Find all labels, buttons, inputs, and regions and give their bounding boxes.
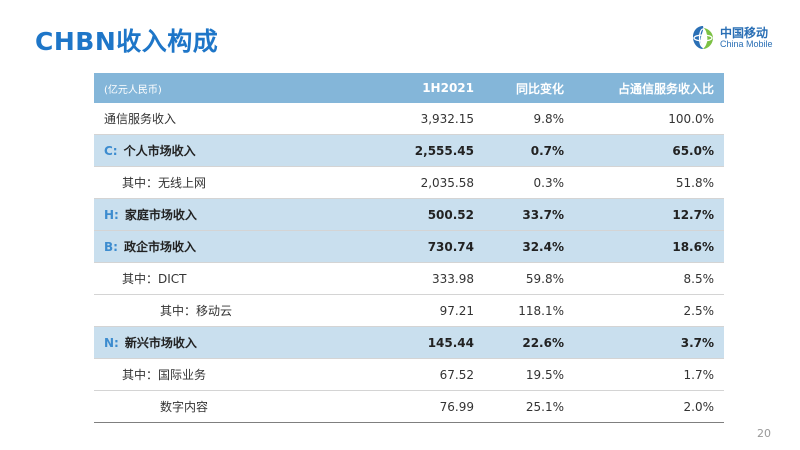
row-label: N: 新兴市场收入 (94, 326, 354, 359)
page-title: CHBN收入构成 (35, 27, 219, 56)
row-yoy: 19.5% (484, 358, 574, 391)
row-value: 97.21 (354, 294, 484, 327)
row-share: 65.0% (574, 134, 724, 167)
revenue-table: (亿元人民币) 1H2021 同比变化 占通信服务收入比 通信服务收入 3,93… (94, 73, 724, 423)
row-value: 2,555.45 (354, 134, 484, 167)
segment-prefix: N: (104, 336, 119, 350)
row-value: 500.52 (354, 198, 484, 231)
row-label: 其中：无线上网 (94, 166, 354, 199)
row-label: H: 家庭市场收入 (94, 198, 354, 231)
segment-prefix: C: (104, 144, 118, 158)
row-yoy: 0.7% (484, 134, 574, 167)
header-yoy: 同比变化 (484, 73, 574, 103)
row-share: 3.7% (574, 326, 724, 359)
page-number: 20 (757, 427, 771, 440)
row-share: 18.6% (574, 230, 724, 263)
china-mobile-logo-icon (693, 26, 713, 49)
header-unit: (亿元人民币) (94, 73, 354, 103)
row-share: 2.0% (574, 390, 724, 423)
row-share: 51.8% (574, 166, 724, 199)
header-share: 占通信服务收入比 (574, 73, 724, 103)
logo-name-zh: 中国移动 (720, 26, 769, 40)
table-header-row: (亿元人民币) 1H2021 同比变化 占通信服务收入比 (94, 73, 724, 103)
row-label: B: 政企市场收入 (94, 230, 354, 263)
table-row: B: 政企市场收入 730.74 32.4% 18.6% (94, 230, 724, 263)
row-value: 730.74 (354, 230, 484, 263)
table-row: 数字内容 76.99 25.1% 2.0% (94, 390, 724, 423)
table-row: 其中：国际业务 67.52 19.5% 1.7% (94, 358, 724, 391)
header-period: 1H2021 (354, 73, 484, 103)
row-yoy: 9.8% (484, 103, 574, 135)
table-row: 其中：DICT 333.98 59.8% 8.5% (94, 262, 724, 295)
row-share: 1.7% (574, 358, 724, 391)
row-value: 3,932.15 (354, 103, 484, 135)
table-row: 其中：无线上网 2,035.58 0.3% 51.8% (94, 166, 724, 199)
row-yoy: 33.7% (484, 198, 574, 231)
row-share: 2.5% (574, 294, 724, 327)
table-row: 其中：移动云 97.21 118.1% 2.5% (94, 294, 724, 327)
row-label: 通信服务收入 (94, 103, 354, 135)
segment-prefix: H: (104, 208, 119, 222)
row-label: 其中：DICT (94, 262, 354, 295)
row-yoy: 25.1% (484, 390, 574, 423)
row-value: 145.44 (354, 326, 484, 359)
row-label: 其中：国际业务 (94, 358, 354, 391)
row-yoy: 59.8% (484, 262, 574, 295)
row-yoy: 0.3% (484, 166, 574, 199)
row-share: 100.0% (574, 103, 724, 135)
row-value: 76.99 (354, 390, 484, 423)
table-row: 通信服务收入 3,932.15 9.8% 100.0% (94, 103, 724, 135)
row-yoy: 118.1% (484, 294, 574, 327)
china-mobile-logo: 中国移动 China Mobile (690, 22, 782, 56)
row-value: 67.52 (354, 358, 484, 391)
table-row: C: 个人市场收入 2,555.45 0.7% 65.0% (94, 134, 724, 167)
row-label: 其中：移动云 (94, 294, 354, 327)
row-label: C: 个人市场收入 (94, 134, 354, 167)
table-row: N: 新兴市场收入 145.44 22.6% 3.7% (94, 326, 724, 359)
row-share: 8.5% (574, 262, 724, 295)
row-yoy: 32.4% (484, 230, 574, 263)
row-label: 数字内容 (94, 390, 354, 423)
logo-name-en: China Mobile (720, 39, 773, 49)
row-value: 333.98 (354, 262, 484, 295)
row-yoy: 22.6% (484, 326, 574, 359)
table-row: H: 家庭市场收入 500.52 33.7% 12.7% (94, 198, 724, 231)
row-value: 2,035.58 (354, 166, 484, 199)
segment-prefix: B: (104, 240, 118, 254)
row-share: 12.7% (574, 198, 724, 231)
